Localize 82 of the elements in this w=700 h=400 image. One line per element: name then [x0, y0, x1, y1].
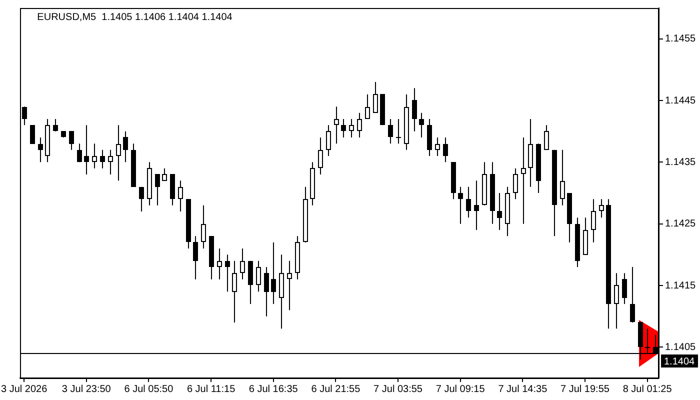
x-tick-label: 3 Jul 23:50 — [62, 384, 112, 395]
candlestick — [240, 248, 245, 280]
candlestick — [341, 118, 346, 138]
candlestick — [100, 149, 105, 169]
x-tick-label: 7 Jul 09:15 — [436, 384, 486, 395]
candlestick — [326, 124, 331, 156]
x-tick-label: 6 Jul 21:55 — [311, 384, 361, 395]
candlestick — [264, 266, 269, 317]
candlestick — [155, 174, 160, 206]
x-tick-label: 6 Jul 11:15 — [186, 384, 236, 395]
x-tick-label: 6 Jul 16:35 — [248, 384, 298, 395]
candlestick — [256, 260, 261, 292]
candlestick — [365, 94, 370, 119]
candlestick — [108, 149, 113, 175]
y-tick-label: 1.1435 — [665, 156, 696, 168]
candlestick — [482, 162, 487, 205]
y-tick-label: 1.1405 — [665, 342, 696, 353]
y-tick-label: 1.1415 — [665, 280, 696, 292]
candlestick — [622, 272, 627, 304]
candlestick — [388, 118, 393, 144]
candlestick — [583, 217, 588, 255]
candlestick — [271, 242, 276, 304]
x-tick-label: 6 Jul 05:50 — [124, 384, 174, 395]
candlestick — [404, 94, 409, 150]
candlestick — [147, 162, 152, 206]
x-tick-label: 8 Jul 01:25 — [622, 384, 672, 395]
candlestick — [232, 260, 237, 323]
candlestick — [521, 137, 526, 224]
candlestick — [419, 112, 424, 138]
candlestick — [77, 143, 82, 163]
candlestick — [591, 198, 596, 243]
candlestick — [162, 168, 167, 181]
x-tick-label: 7 Jul 14:35 — [498, 384, 548, 395]
candlestick — [412, 88, 417, 132]
candlestick — [287, 260, 292, 311]
candlestick — [38, 137, 43, 163]
candlestick — [139, 186, 144, 212]
candlestick — [560, 149, 565, 206]
x-tick-label: 7 Jul 03:55 — [374, 384, 423, 395]
candlestick — [193, 236, 198, 280]
candlestick — [178, 180, 183, 212]
candlestick — [614, 272, 619, 330]
candlestick — [505, 186, 510, 237]
candlestick — [310, 162, 315, 206]
candlestick — [53, 118, 58, 132]
candlestick — [443, 137, 448, 163]
candlestick — [373, 82, 378, 113]
candlestick — [334, 106, 339, 144]
candlestick — [474, 180, 479, 230]
candlestick — [217, 248, 222, 280]
candlestick — [630, 266, 635, 323]
candlestick — [116, 124, 121, 182]
candlestick — [248, 260, 253, 304]
candlestick — [45, 118, 50, 163]
x-tick-label: 3 Jul 2026 — [1, 384, 48, 395]
candlestick — [69, 130, 74, 150]
candlestick — [92, 143, 97, 169]
candlestick — [396, 118, 401, 144]
y-tick-label: 1.1445 — [665, 95, 696, 106]
y-tick-label: 1.1455 — [665, 34, 696, 45]
candlestick — [349, 118, 354, 138]
candlestick — [357, 112, 362, 138]
ref-line-label: 1.1404 — [664, 356, 696, 368]
candlestick — [279, 254, 284, 330]
candlestick — [544, 124, 549, 150]
candlestick — [84, 124, 89, 175]
chart-title: EURUSD,M5 1.1405 1.1406 1.1404 1.1404 — [37, 12, 233, 23]
candlestick — [303, 186, 308, 242]
candlestick — [295, 236, 300, 280]
candlestick — [528, 118, 533, 188]
candlestick — [225, 254, 230, 292]
candlestick — [599, 198, 604, 218]
candlestick — [497, 192, 502, 230]
candlestick — [513, 168, 518, 200]
y-tick-label: 1.1425 — [665, 218, 696, 230]
candlestick — [458, 186, 463, 224]
candlestick — [123, 130, 128, 163]
candlestick — [435, 137, 440, 156]
x-tick-label: 7 Jul 19:55 — [560, 384, 610, 395]
candlestick — [201, 204, 206, 249]
candlestick — [318, 137, 323, 175]
candlestick — [466, 186, 471, 218]
